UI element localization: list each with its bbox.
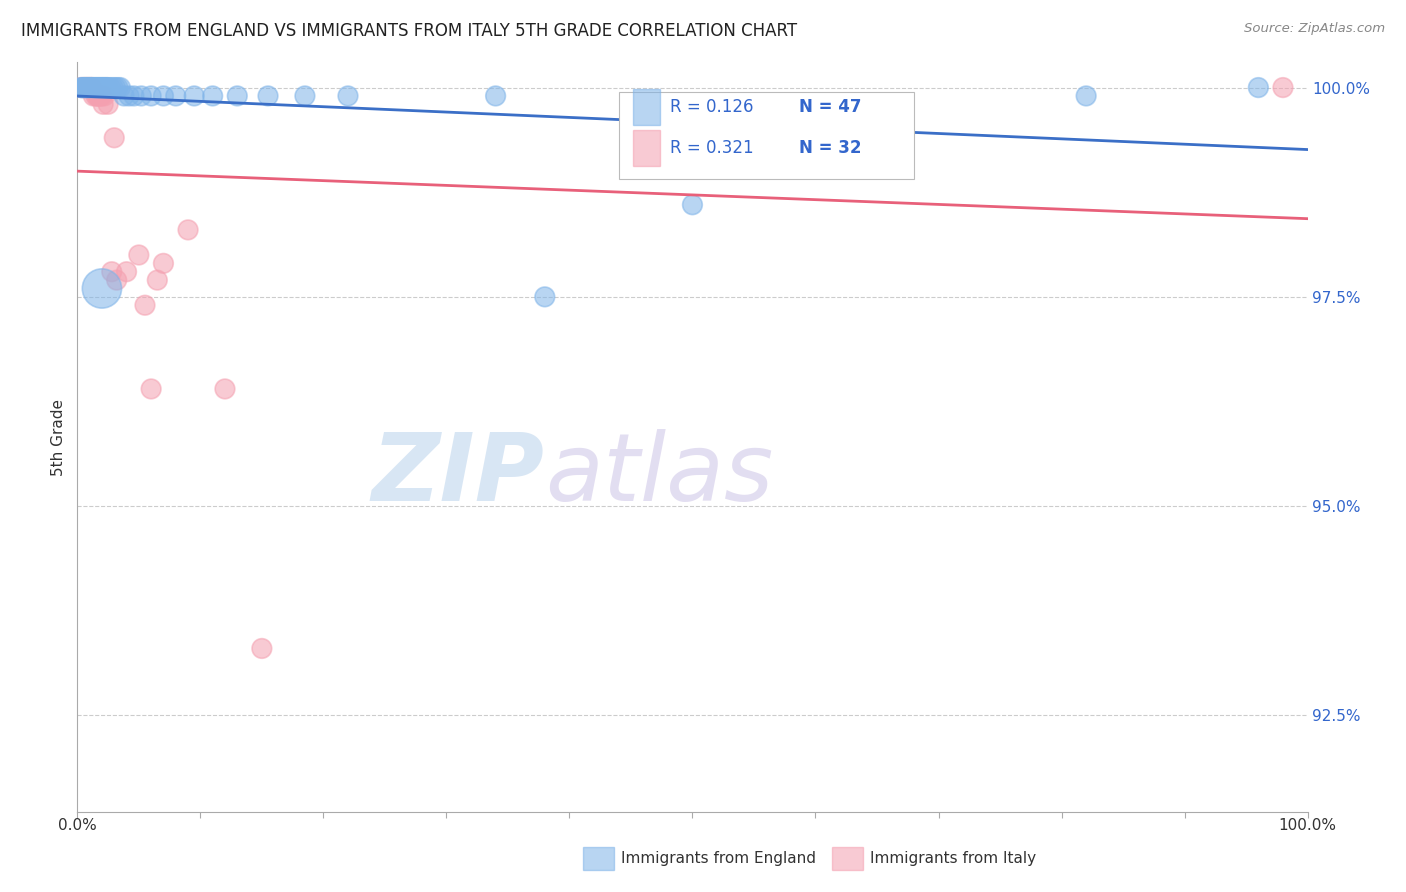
Point	[152, 89, 174, 103]
Text: R = 0.126: R = 0.126	[671, 98, 754, 116]
Point	[128, 248, 150, 262]
Point	[97, 97, 120, 112]
Point	[105, 273, 128, 287]
Point	[84, 80, 107, 95]
Point	[90, 281, 114, 295]
Point	[257, 89, 280, 103]
Bar	[634, 89, 661, 125]
Point	[82, 80, 104, 95]
Point	[141, 89, 163, 103]
Point	[129, 89, 153, 103]
Point	[534, 290, 557, 304]
Point	[101, 265, 124, 279]
Point	[70, 80, 93, 95]
Point	[73, 80, 96, 95]
Point	[107, 80, 129, 95]
Point	[83, 80, 105, 95]
Point	[73, 80, 96, 95]
Text: ZIP: ZIP	[373, 428, 546, 521]
Point	[75, 80, 97, 95]
Text: Immigrants from Italy: Immigrants from Italy	[870, 852, 1036, 866]
Point	[226, 89, 249, 103]
Point	[96, 80, 118, 95]
Point	[141, 382, 163, 396]
Point	[76, 80, 98, 95]
Point	[1076, 89, 1098, 103]
Point	[87, 89, 110, 103]
Text: N = 47: N = 47	[800, 98, 862, 116]
Point	[89, 89, 111, 103]
Point	[90, 80, 114, 95]
Point	[104, 80, 127, 95]
Point	[80, 80, 103, 95]
Point	[1272, 80, 1295, 95]
Point	[79, 80, 101, 95]
Y-axis label: 5th Grade: 5th Grade	[51, 399, 66, 475]
Point	[100, 80, 122, 95]
Point	[72, 80, 94, 95]
Point	[103, 130, 125, 145]
Text: 0.0%: 0.0%	[58, 819, 97, 833]
Point	[77, 80, 100, 95]
Point	[152, 256, 174, 270]
Text: 100.0%: 100.0%	[1278, 819, 1337, 833]
Point	[337, 89, 360, 103]
Point	[84, 89, 107, 103]
Point	[87, 80, 110, 95]
Point	[77, 80, 100, 95]
Point	[250, 641, 273, 656]
Point	[146, 273, 169, 287]
Point	[118, 89, 141, 103]
Point	[90, 89, 114, 103]
Point	[201, 89, 224, 103]
Point	[93, 89, 115, 103]
Point	[70, 80, 93, 95]
Text: IMMIGRANTS FROM ENGLAND VS IMMIGRANTS FROM ITALY 5TH GRADE CORRELATION CHART: IMMIGRANTS FROM ENGLAND VS IMMIGRANTS FR…	[21, 22, 797, 40]
Point	[72, 80, 94, 95]
Point	[89, 80, 111, 95]
Point	[294, 89, 316, 103]
Point	[183, 89, 205, 103]
Point	[75, 80, 97, 95]
Point	[214, 382, 236, 396]
Point	[90, 80, 112, 95]
Point	[134, 298, 156, 312]
Point	[485, 89, 508, 103]
Point	[115, 265, 138, 279]
Text: Source: ZipAtlas.com: Source: ZipAtlas.com	[1244, 22, 1385, 36]
Point	[101, 80, 124, 95]
Point	[91, 80, 114, 95]
Point	[682, 198, 704, 212]
Point	[70, 80, 93, 95]
Text: atlas: atlas	[546, 429, 773, 520]
Point	[86, 89, 108, 103]
Point	[82, 89, 104, 103]
Text: N = 32: N = 32	[800, 138, 862, 157]
Point	[91, 97, 114, 112]
Point	[165, 89, 187, 103]
Point	[80, 80, 103, 95]
Point	[1247, 80, 1270, 95]
Point	[110, 80, 132, 95]
Point	[112, 89, 135, 103]
Bar	[634, 129, 661, 166]
Point	[177, 223, 200, 237]
Point	[79, 80, 101, 95]
Point	[93, 80, 115, 95]
Point	[122, 89, 145, 103]
Point	[97, 80, 120, 95]
Point	[86, 80, 108, 95]
Point	[90, 89, 112, 103]
Text: Immigrants from England: Immigrants from England	[621, 852, 817, 866]
FancyBboxPatch shape	[619, 93, 914, 178]
Point	[82, 80, 104, 95]
Point	[76, 80, 98, 95]
Point	[82, 80, 104, 95]
Text: R = 0.321: R = 0.321	[671, 138, 754, 157]
Point	[94, 80, 117, 95]
